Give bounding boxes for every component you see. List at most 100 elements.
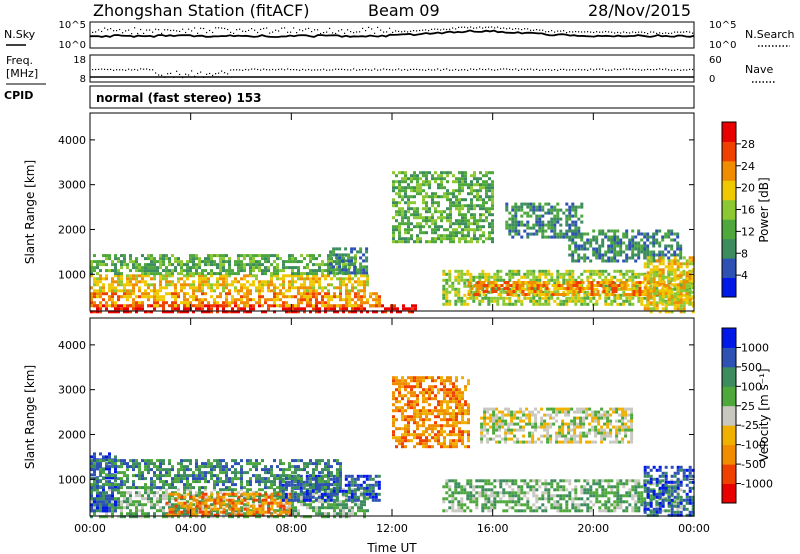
heatmap-cell xyxy=(267,260,270,264)
heatmap-cell xyxy=(437,225,440,229)
noise-search-point xyxy=(566,32,568,34)
heatmap-cell xyxy=(276,266,279,270)
heatmap-cell xyxy=(195,494,198,498)
heatmap-cell xyxy=(306,488,309,492)
heatmap-cell xyxy=(339,503,342,507)
heatmap-cell xyxy=(362,271,366,275)
heatmap-cell xyxy=(162,310,165,314)
heatmap-cell xyxy=(126,289,129,293)
heatmap-cell xyxy=(431,228,434,232)
heatmap-cell xyxy=(357,295,360,299)
heatmap-cell xyxy=(93,455,96,459)
heatmap-cell xyxy=(132,500,135,504)
heatmap-cell xyxy=(120,459,123,463)
heatmap-cell xyxy=(512,290,516,293)
heatmap-cell xyxy=(371,489,375,493)
heatmap-cell xyxy=(273,310,276,314)
heatmap-cell xyxy=(186,488,189,492)
heatmap-cell xyxy=(416,174,419,178)
heatmap-cell xyxy=(282,301,285,305)
heatmap-cell xyxy=(419,240,422,244)
heatmap-cell xyxy=(511,214,515,218)
noise-search-point xyxy=(233,32,235,34)
noise-search-point xyxy=(434,28,436,30)
heatmap-cell xyxy=(353,495,357,499)
heatmap-cell xyxy=(336,260,339,264)
heatmap-cell xyxy=(488,225,491,229)
heatmap-cell xyxy=(497,284,501,287)
nave-point xyxy=(488,68,490,70)
nave-point xyxy=(230,69,232,71)
heatmap-cell xyxy=(282,277,285,281)
heatmap-cell xyxy=(246,292,249,296)
heatmap-cell xyxy=(156,260,159,264)
heatmap-cell xyxy=(553,208,557,212)
heatmap-cell xyxy=(321,515,324,519)
heatmap-cell xyxy=(610,247,614,251)
heatmap-cell xyxy=(457,275,461,279)
heatmap-cell xyxy=(171,283,174,287)
heatmap-cell xyxy=(96,272,99,276)
heatmap-cell xyxy=(565,223,569,227)
heatmap-cell xyxy=(384,307,387,311)
heatmap-cell xyxy=(404,237,407,241)
noise-panel-frame xyxy=(89,21,695,49)
power-heatmap xyxy=(90,171,695,314)
heatmap-cell xyxy=(144,310,147,314)
heatmap-cell xyxy=(366,283,369,287)
heatmap-cell xyxy=(252,263,255,267)
heatmap-cell xyxy=(685,298,689,302)
heatmap-cell xyxy=(395,219,398,223)
heatmap-cell xyxy=(120,509,123,513)
nave-point xyxy=(482,68,484,71)
heatmap-cell xyxy=(311,495,315,499)
noise-search-point xyxy=(470,26,472,28)
heatmap-cell xyxy=(377,498,381,502)
heatmap-cell xyxy=(315,257,318,261)
heatmap-cell xyxy=(532,287,536,291)
heatmap-cell xyxy=(267,266,270,270)
heatmap-cell xyxy=(314,474,318,478)
heatmap-cell xyxy=(246,510,250,514)
heatmap-cell xyxy=(273,254,276,258)
heatmap-cell xyxy=(156,289,159,293)
heatmap-cell xyxy=(634,275,638,279)
heatmap-cell xyxy=(398,240,401,244)
heatmap-cell xyxy=(605,290,609,293)
heatmap-cell xyxy=(392,189,395,193)
heatmap-cell xyxy=(652,289,656,293)
heatmap-cell xyxy=(521,287,525,290)
heatmap-cell xyxy=(484,296,488,300)
heatmap-cell xyxy=(446,198,449,202)
heatmap-cell xyxy=(132,307,135,311)
heatmap-cell xyxy=(297,304,300,308)
heatmap-cell xyxy=(329,498,333,502)
heatmap-cell xyxy=(168,510,172,514)
heatmap-cell xyxy=(607,278,611,282)
heatmap-cell xyxy=(428,195,431,199)
heatmap-cell xyxy=(150,506,153,510)
heatmap-cell xyxy=(336,304,339,308)
heatmap-cell xyxy=(120,491,123,495)
heatmap-cell xyxy=(610,250,614,254)
nave-point xyxy=(692,68,694,71)
heatmap-cell xyxy=(398,195,401,199)
heatmap-cell xyxy=(228,301,231,305)
heatmap-cell xyxy=(476,237,479,241)
heatmap-cell xyxy=(431,216,434,220)
heatmap-cell xyxy=(234,272,237,276)
heatmap-cell xyxy=(342,280,345,284)
heatmap-cell xyxy=(305,489,309,493)
heatmap-cell xyxy=(649,241,653,245)
heatmap-cell xyxy=(138,269,141,273)
heatmap-cell xyxy=(541,302,545,306)
nave-point xyxy=(185,73,187,75)
noise-search-point xyxy=(269,32,271,34)
noise-search-point xyxy=(560,30,562,32)
heatmap-cell xyxy=(476,222,479,226)
heatmap-cell xyxy=(661,262,665,266)
heatmap-cell xyxy=(273,289,276,293)
heatmap-cell xyxy=(457,293,461,297)
heatmap-cell xyxy=(363,289,366,293)
heatmap-cell xyxy=(595,235,599,239)
